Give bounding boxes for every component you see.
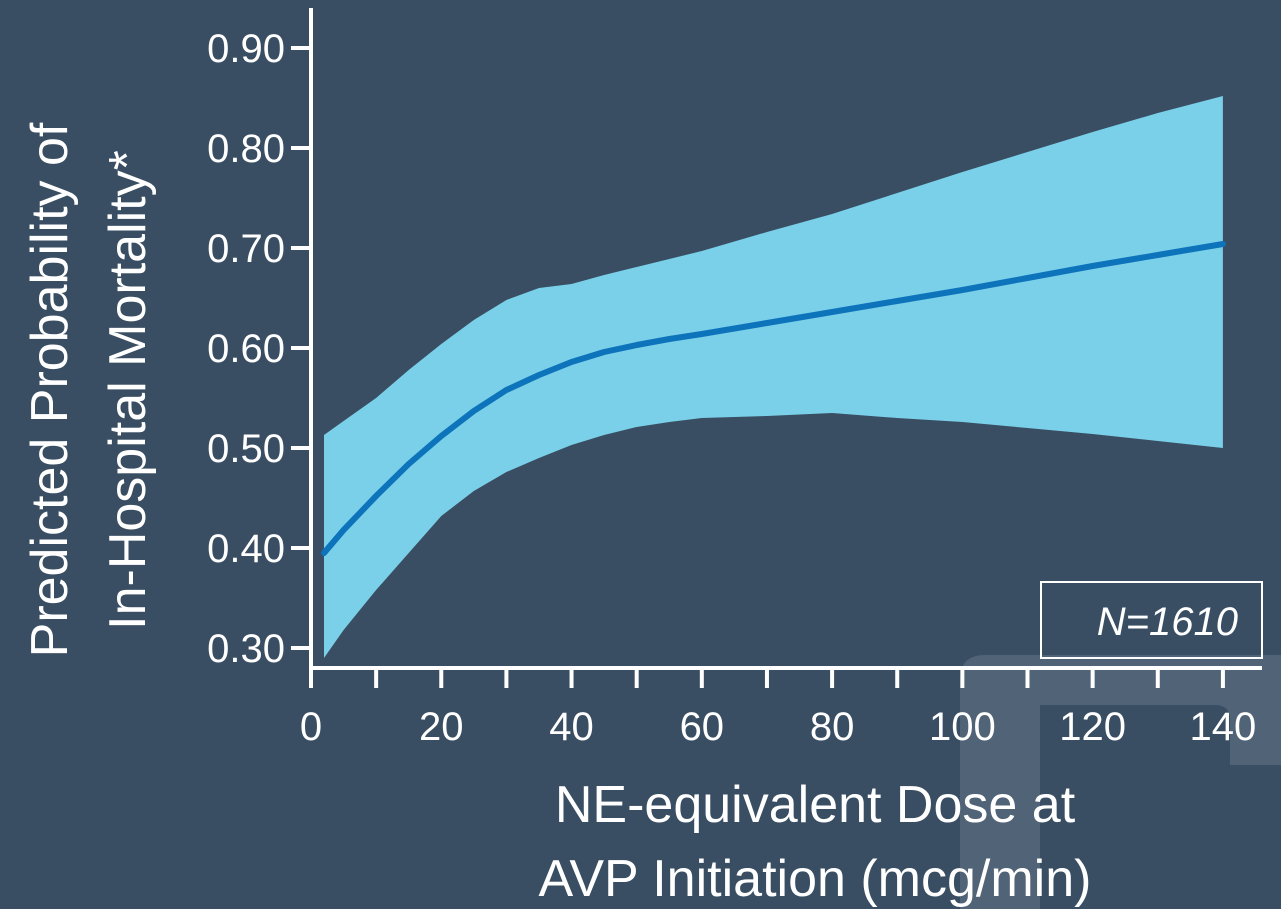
x-tick-label: 120: [1059, 705, 1126, 749]
n-annotation: N=1610: [1041, 582, 1262, 658]
y-ticks: 0.30 0.40 0.50 0.60 0.70 0.80 0.90: [207, 27, 311, 671]
x-tick-label: 60: [680, 705, 725, 749]
x-tick-label: 0: [300, 705, 322, 749]
y-tick-label: 0.90: [207, 27, 285, 71]
x-tick-label: 140: [1190, 705, 1257, 749]
x-axis-title-line-1: NE-equivalent Dose at: [555, 776, 1076, 834]
y-axis-title: Predicted Probability of In-Hospital Mor…: [21, 122, 157, 657]
n-annotation-text: N=1610: [1097, 600, 1238, 644]
y-tick-label: 0.30: [207, 627, 285, 671]
y-tick-label: 0.70: [207, 227, 285, 271]
y-tick-label: 0.80: [207, 127, 285, 171]
y-tick-label: 0.50: [207, 427, 285, 471]
x-tick-label: 100: [929, 705, 996, 749]
x-tick-label: 80: [810, 705, 855, 749]
y-tick-label: 0.60: [207, 327, 285, 371]
x-axis-title-line-2: AVP Initiation (mcg/min): [539, 850, 1092, 908]
x-tick-label: 20: [419, 705, 464, 749]
y-axis-title-line-1: Predicted Probability of: [21, 122, 79, 657]
y-tick-label: 0.40: [207, 527, 285, 571]
confidence-band: [324, 96, 1223, 658]
y-axis-title-line-2: In-Hospital Mortality*: [99, 150, 157, 630]
x-tick-label: 40: [549, 705, 594, 749]
